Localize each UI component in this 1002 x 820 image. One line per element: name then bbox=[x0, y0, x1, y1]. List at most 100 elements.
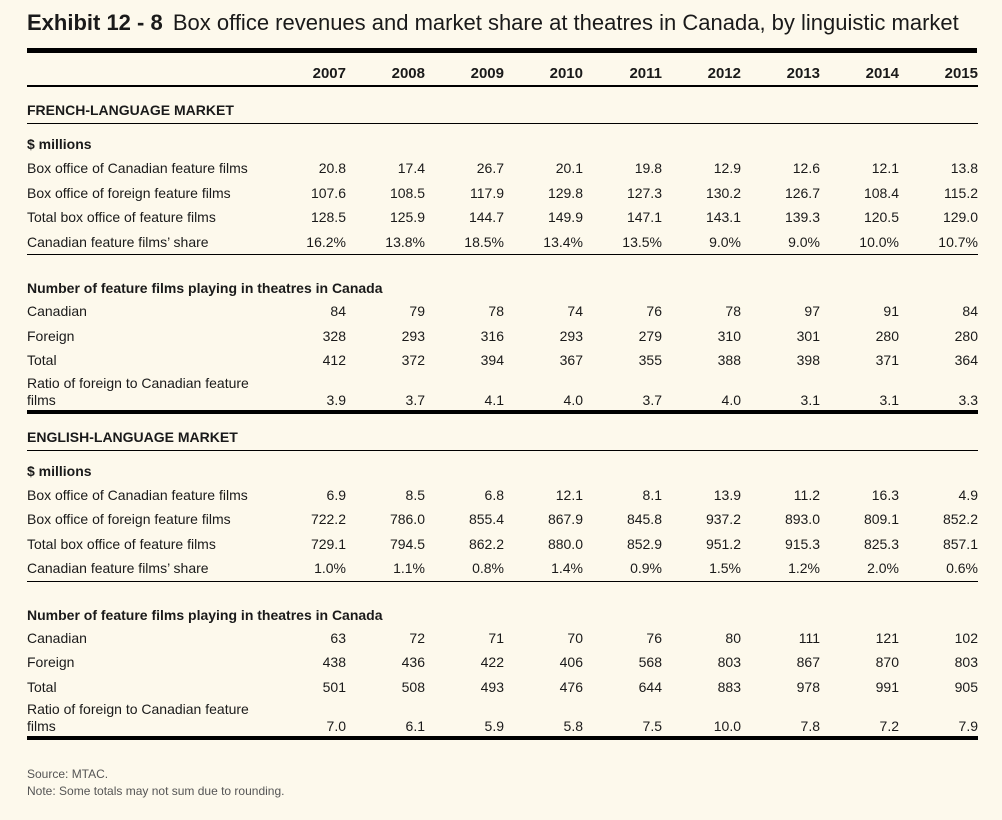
data-cell: 862.2 bbox=[468, 535, 504, 552]
data-cell: 279 bbox=[638, 327, 662, 344]
data-cell: 128.5 bbox=[310, 209, 346, 226]
group-heading-label: $ millions bbox=[27, 136, 92, 152]
data-cell: 794.5 bbox=[389, 535, 425, 552]
group-heading-label: Number of feature films playing in theat… bbox=[27, 606, 383, 623]
table-row: Box office of foreign feature films 107.6… bbox=[27, 181, 978, 206]
spacer-row bbox=[27, 86, 978, 97]
row-label: Ratio of foreign to Canadian feature fil… bbox=[27, 699, 267, 740]
data-cell: 76 bbox=[646, 629, 662, 646]
data-cell: 280 bbox=[875, 327, 899, 344]
data-cell: 10.7% bbox=[899, 229, 978, 255]
table-row: Foreign 328 293 316 293 279 310 301 280 280 bbox=[27, 324, 978, 349]
data-cell: 8.5 bbox=[405, 486, 425, 503]
data-cell: 16.2% bbox=[267, 229, 346, 255]
exhibit-title: Box office revenues and market share at … bbox=[172, 10, 959, 35]
data-cell: 18.5% bbox=[425, 229, 504, 255]
data-cell: 9.0% bbox=[741, 229, 820, 255]
data-cell: 10.0% bbox=[820, 229, 899, 255]
row-label: Box office of Canadian feature films bbox=[27, 486, 248, 503]
data-cell: 870 bbox=[875, 654, 899, 671]
data-cell: 301 bbox=[796, 327, 820, 344]
data-cell: 20.1 bbox=[555, 160, 583, 177]
data-cell: 102 bbox=[954, 629, 978, 646]
data-cell: 280 bbox=[954, 327, 978, 344]
data-cell: 3.3 bbox=[899, 372, 978, 414]
data-cell: 809.1 bbox=[863, 511, 899, 528]
row-label: Canadian bbox=[27, 303, 87, 320]
data-cell: 125.9 bbox=[389, 209, 425, 226]
ratio-row: Ratio of foreign to Canadian feature fil… bbox=[27, 372, 978, 414]
data-cell: 845.8 bbox=[626, 511, 662, 528]
data-cell: 17.4 bbox=[397, 160, 425, 177]
data-cell: 436 bbox=[401, 654, 425, 671]
rounding-note: Note: Some totals may not sum due to rou… bbox=[27, 784, 285, 798]
data-cell: 4.0 bbox=[662, 372, 741, 414]
data-cell: 644 bbox=[638, 678, 662, 695]
data-cell: 310 bbox=[717, 327, 741, 344]
data-cell: 388 bbox=[717, 352, 741, 369]
data-cell: 6.8 bbox=[484, 486, 504, 503]
data-cell: 129.8 bbox=[547, 184, 583, 201]
data-cell: 143.1 bbox=[705, 209, 741, 226]
data-cell: 422 bbox=[480, 654, 504, 671]
year-header: 2011 bbox=[583, 53, 662, 87]
data-cell: 130.2 bbox=[705, 184, 741, 201]
data-cell: 84 bbox=[962, 303, 978, 320]
data-cell: 355 bbox=[638, 352, 662, 369]
row-label: Box office of foreign feature films bbox=[27, 184, 231, 201]
data-cell: 438 bbox=[322, 654, 346, 671]
data-cell: 0.6% bbox=[899, 556, 978, 582]
data-cell: 0.9% bbox=[583, 556, 662, 582]
data-cell: 13.9 bbox=[713, 486, 741, 503]
data-cell: 937.2 bbox=[705, 511, 741, 528]
table-row: Canadian 84 79 78 74 76 78 97 91 84 bbox=[27, 299, 978, 324]
data-cell: 7.8 bbox=[741, 699, 820, 740]
data-cell: 107.6 bbox=[310, 184, 346, 201]
table-row: Total box office of feature films 729.1 79… bbox=[27, 532, 978, 557]
data-cell: 126.7 bbox=[784, 184, 820, 201]
year-header: 2015 bbox=[899, 53, 978, 87]
data-cell: 12.1 bbox=[871, 160, 899, 177]
data-cell: 121 bbox=[875, 629, 899, 646]
row-label: Total bbox=[27, 352, 57, 369]
data-cell: 108.4 bbox=[863, 184, 899, 201]
section-heading: FRENCH-LANGUAGE MARKET bbox=[27, 97, 978, 124]
data-cell: 80 bbox=[725, 629, 741, 646]
data-cell: 6.1 bbox=[346, 699, 425, 740]
data-cell: 13.5% bbox=[583, 229, 662, 255]
data-cell: 120.5 bbox=[863, 209, 899, 226]
data-cell: 3.1 bbox=[820, 372, 899, 414]
data-cell: 364 bbox=[954, 352, 978, 369]
table-row: Box office of Canadian feature films 20.8… bbox=[27, 156, 978, 181]
data-cell: 10.0 bbox=[662, 699, 741, 740]
data-cell: 149.9 bbox=[547, 209, 583, 226]
row-label: Ratio of foreign to Canadian feature fil… bbox=[27, 372, 267, 414]
table-row: Box office of foreign feature films 722.2… bbox=[27, 507, 978, 532]
data-cell: 7.9 bbox=[899, 699, 978, 740]
data-cell: 115.2 bbox=[944, 184, 978, 201]
data-cell: 893.0 bbox=[784, 511, 820, 528]
data-cell: 3.7 bbox=[346, 372, 425, 414]
data-cell: 867.9 bbox=[547, 511, 583, 528]
row-label: Canadian feature films’ share bbox=[27, 229, 267, 255]
data-cell: 139.3 bbox=[784, 209, 820, 226]
year-header: 2014 bbox=[820, 53, 899, 87]
row-label: Total box office of feature films bbox=[27, 209, 216, 226]
data-cell: 129.0 bbox=[942, 209, 978, 226]
year-header: 2012 bbox=[662, 53, 741, 87]
data-cell: 978 bbox=[796, 678, 820, 695]
section-heading: ENGLISH-LANGUAGE MARKET bbox=[27, 423, 978, 451]
data-cell: 328 bbox=[322, 327, 346, 344]
row-label: Total box office of feature films bbox=[27, 535, 216, 552]
ratio-row: Ratio of foreign to Canadian feature fil… bbox=[27, 699, 978, 740]
data-cell: 2.0% bbox=[820, 556, 899, 582]
group-heading: Number of feature films playing in theat… bbox=[27, 581, 978, 626]
data-cell: 84 bbox=[330, 303, 346, 320]
data-cell: 412 bbox=[322, 352, 346, 369]
year-header: 2013 bbox=[741, 53, 820, 87]
data-cell: 74 bbox=[567, 303, 583, 320]
data-cell: 6.9 bbox=[326, 486, 346, 503]
row-label: Total bbox=[27, 678, 57, 695]
data-cell: 508 bbox=[401, 678, 425, 695]
data-cell: 1.1% bbox=[346, 556, 425, 582]
